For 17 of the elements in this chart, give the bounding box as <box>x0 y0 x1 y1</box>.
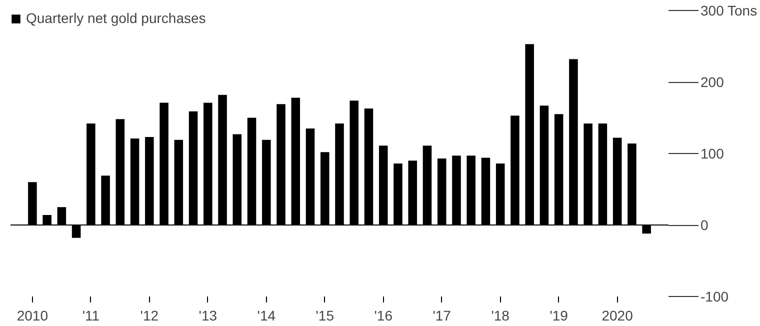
x-tick-label: '19 <box>550 308 568 324</box>
x-tick-label: 2020 <box>602 308 634 324</box>
x-tick-label: '17 <box>432 308 452 324</box>
y-tick-label: 300 Tons <box>700 2 758 18</box>
x-tick-label: '13 <box>198 308 218 324</box>
y-tick-label: 200 <box>700 74 724 90</box>
y-tick-label: 0 <box>700 217 708 233</box>
x-tick-label: '12 <box>140 308 159 324</box>
x-tick-label: '15 <box>316 308 334 324</box>
x-tick-label: '16 <box>374 308 393 324</box>
legend-label: Quarterly net gold purchases <box>26 10 206 26</box>
y-tick-label: -100 <box>700 288 729 304</box>
x-tick-label: '18 <box>491 308 510 324</box>
x-tick-label: '11 <box>82 308 100 324</box>
x-tick-label: 2010 <box>16 308 48 324</box>
x-tick-label: '14 <box>257 308 276 324</box>
y-tick-label: 100 <box>700 146 724 162</box>
